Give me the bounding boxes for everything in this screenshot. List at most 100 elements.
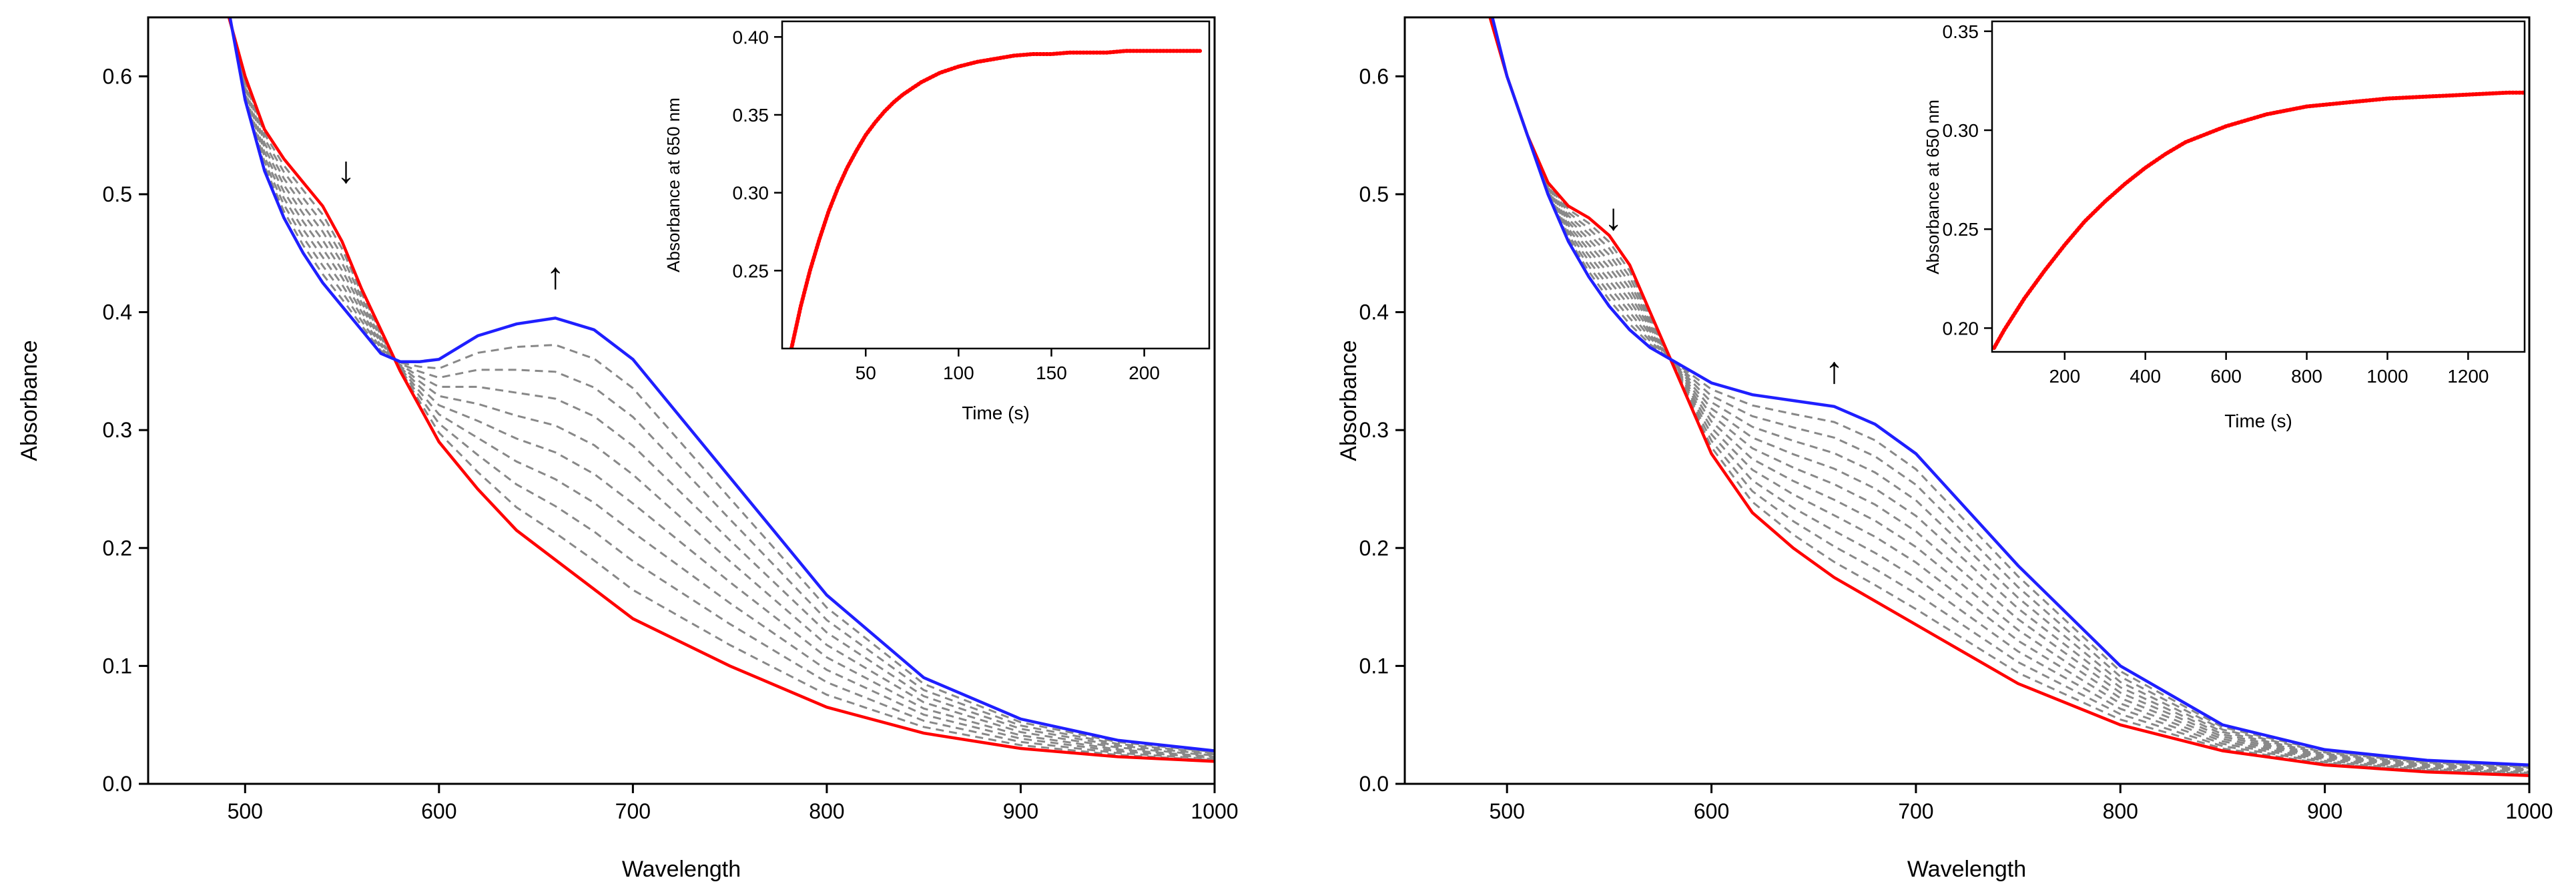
right-intermediate-trace-9 (1491, 17, 2529, 768)
right-chart: 500 600 700 800 900 1000 0.00.10.20.30.40.50.… (1336, 16, 2553, 882)
left-inset-series-A650 (789, 49, 1203, 349)
right-intermediate-trace-3 (1490, 17, 2529, 774)
left-traces (227, 17, 1215, 763)
right-x-tick-label-700: 700 (1898, 799, 1933, 823)
right-series-initial (1488, 17, 2529, 777)
right-y-tick-label-0.6: 0.6 (1359, 64, 1389, 88)
left-y-tick-label-0.5: 0.5 (103, 182, 132, 206)
left-arrow-up-icon: ↑ (546, 254, 565, 296)
right-y-axis-label: Absorbance (1336, 340, 1361, 461)
left-intermediate-trace-6 (228, 17, 1215, 756)
left-x-tick-label-700: 700 (615, 799, 651, 823)
right-traces (1488, 17, 2529, 777)
right-series-final (1490, 17, 2529, 766)
left-intermediate-trace-1 (228, 17, 1215, 762)
right-intermediate-trace-7 (1490, 17, 2529, 770)
right-x-tick-label-500: 500 (1489, 799, 1524, 823)
right-inset-x-tick-label-800: 800 (2291, 366, 2322, 387)
left-intermediate-trace-3 (228, 17, 1215, 759)
left-inset-y-tick-label-0.35: 0.35 (733, 105, 769, 126)
left-inset-background (782, 21, 1209, 349)
left-inset-y-axis: 0.25 0.30 0.35 0.40 (733, 27, 782, 281)
left-y-tick-label-0.2: 0.2 (103, 536, 132, 560)
right-inset-x-axis: 200 400 600 800 1000 1200 (2049, 352, 2489, 387)
right-inset-x-tick-label-600: 600 (2210, 366, 2242, 387)
left-x-axis: 500 600 700 800 900 1000 (228, 784, 1239, 823)
left-intermediate-trace-4 (228, 17, 1215, 758)
left-chart: 500 600 700 800 900 1000 0.00.10.20.30.40.50.… (17, 16, 1239, 882)
left-x-tick-label-800: 800 (809, 799, 844, 823)
left-inset-x-tick-label-50: 50 (856, 363, 876, 383)
left-intermediate-trace-7 (228, 17, 1215, 754)
right-intermediate-trace-8 (1490, 17, 2529, 769)
left-inset-frame (781, 20, 1211, 350)
right-x-tick-label-800: 800 (2103, 799, 2138, 823)
left-inset-x-axis-label: Time (s) (962, 403, 1030, 423)
left-inset-y-tick-label-0.3: 0.30 (733, 183, 769, 204)
left-inset-y-tick-label-0.4: 0.40 (733, 27, 769, 47)
right-plot-frame (1403, 16, 2531, 785)
right-y-tick-label-0.4: 0.4 (1359, 300, 1389, 324)
left-arrows: ↓↑ (336, 148, 565, 296)
left-inset-chart: 50 100 150 200 0.25 0.30 0.35 0.40 Time (s) Ab… (663, 20, 1211, 423)
right-inset-x-tick-label-200: 200 (2049, 366, 2080, 387)
left-intermediate-trace-8 (228, 17, 1215, 753)
left-y-tick-label-0.3: 0.3 (103, 418, 132, 442)
right-inset-series-A650 (1992, 90, 2525, 351)
right-y-tick-label-0.3: 0.3 (1359, 418, 1389, 442)
right-inset-y-tick-label-0.25: 0.25 (1943, 219, 1979, 240)
left-inset-x-tick-label-100: 100 (943, 363, 974, 383)
right-y-tick-label-0.2: 0.2 (1359, 536, 1389, 560)
left-x-tick-label-900: 900 (1003, 799, 1038, 823)
right-x-axis-label: Wavelength (1907, 857, 2026, 882)
right-inset-frame (1991, 20, 2526, 353)
right-y-axis: 0.0 0.1 0.2 0.3 0.4 0.5 0.6 (1359, 64, 1405, 796)
right-inset-y-axis: 0.20 0.25 0.30 0.35 (1943, 21, 1992, 339)
right-inset-x-tick-label-400: 400 (2130, 366, 2161, 387)
left-inset-y-axis-label: Absorbance at 650 nm (663, 97, 683, 272)
right-x-tick-label-600: 600 (1694, 799, 1729, 823)
left-series-final (228, 17, 1215, 752)
right-intermediate-trace-5 (1490, 17, 2529, 772)
right-inset-x-tick-label-1000: 1000 (2366, 366, 2408, 387)
right-inset-background (1992, 21, 2525, 352)
right-inset-y-tick-label-0.3: 0.30 (1943, 120, 1979, 141)
left-inset-x-tick-label-150: 150 (1036, 363, 1067, 383)
left-plot-frame (147, 16, 1216, 785)
right-inset-chart: 200 400 600 800 1000 1200 0.20 0.25 0.30 0.35 Ti… (1923, 20, 2526, 431)
right-inset-y-tick-label-0.35: 0.35 (1943, 21, 1979, 42)
right-intermediate-trace-10 (1491, 17, 2529, 767)
right-arrows: ↓↑ (1604, 196, 1843, 391)
left-y-axis-label: Absorbance (17, 340, 42, 461)
right-inset-x-axis-label: Time (s) (2224, 411, 2292, 431)
right-intermediate-trace-2 (1489, 17, 2529, 775)
left-x-tick-label-600: 600 (421, 799, 456, 823)
right-arrow-down-icon: ↓ (1604, 196, 1622, 238)
left-inset-x-tick-label-200: 200 (1129, 363, 1160, 383)
right-inset-y-axis-label: Absorbance at 650 nm (1923, 99, 1943, 274)
right-inset-traces (1992, 90, 2525, 351)
left-y-tick-label-0: 0.0 (103, 772, 132, 796)
right-x-tick-label-1000: 1000 (2505, 799, 2553, 823)
left-y-tick-label-0.4: 0.4 (103, 300, 132, 324)
left-x-axis-label: Wavelength (622, 857, 741, 882)
left-intermediate-trace-2 (228, 17, 1215, 760)
left-x-tick-label-1000: 1000 (1191, 799, 1238, 823)
left-series-initial (227, 17, 1215, 763)
left-intermediate-trace-5 (228, 17, 1215, 757)
left-inset-y-tick-label-0.25: 0.25 (733, 260, 769, 281)
left-y-axis: 0.0 0.1 0.2 0.3 0.4 0.5 0.6 (103, 64, 148, 796)
right-x-tick-label-900: 900 (2307, 799, 2342, 823)
left-inset-x-axis: 50 100 150 200 (856, 349, 1160, 383)
left-arrow-down-icon: ↓ (336, 148, 355, 190)
right-intermediate-trace-6 (1490, 17, 2529, 771)
left-x-tick-label-500: 500 (228, 799, 263, 823)
right-arrow-up-icon: ↑ (1825, 349, 1843, 391)
right-x-axis: 500 600 700 800 900 1000 (1489, 784, 2553, 823)
right-y-tick-label-0.5: 0.5 (1359, 182, 1389, 206)
right-inset-y-tick-label-0.2: 0.20 (1943, 318, 1979, 339)
right-y-tick-label-0: 0.0 (1359, 772, 1389, 796)
left-y-tick-label-0.6: 0.6 (103, 64, 132, 88)
right-inset-x-tick-label-1200: 1200 (2447, 366, 2489, 387)
